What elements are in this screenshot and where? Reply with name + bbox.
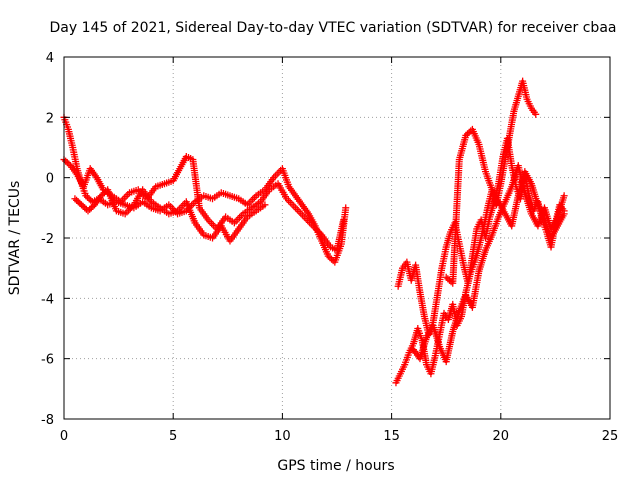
trace-marker: [326, 254, 334, 262]
trace-marker: [86, 205, 94, 213]
trace-marker: [87, 204, 95, 212]
trace-marker: [63, 159, 71, 167]
data-point-marker: [560, 210, 568, 218]
trace-marker: [76, 199, 84, 207]
trace-marker: [463, 130, 471, 138]
data-point-marker: [97, 192, 105, 200]
trace-marker: [328, 255, 336, 263]
trace-marker: [79, 202, 87, 210]
y-tick-label: -4: [41, 292, 54, 307]
trace-marker: [83, 193, 91, 201]
data-point-marker: [340, 216, 348, 224]
data-point-marker: [342, 204, 350, 212]
grid: [64, 57, 610, 419]
x-tick-label: 25: [602, 429, 619, 444]
trace-marker: [74, 198, 82, 206]
y-tick-label: 4: [46, 51, 54, 66]
data-point-marker: [324, 252, 332, 260]
data-point-marker: [261, 201, 269, 209]
y-axis-label: SDTVAR / TECUs: [7, 181, 23, 296]
data-point-marker: [82, 192, 90, 200]
data-markers: [60, 77, 568, 387]
data-point-marker: [77, 201, 85, 209]
trace-marker: [85, 195, 93, 203]
data-point-marker: [560, 192, 568, 200]
axis-ticks: 0 5 10 15 20 25 -8 -6 -4 -2 0 2 4: [41, 51, 618, 444]
y-tick-label: -2: [41, 232, 54, 247]
x-tick-label: 15: [383, 429, 400, 444]
trace-marker: [99, 190, 107, 198]
x-tick-label: 5: [169, 429, 177, 444]
trace-marker: [81, 204, 89, 212]
chart-title: Day 145 of 2021, Sidereal Day-to-day VTE…: [50, 20, 617, 36]
data-point-marker: [462, 131, 470, 139]
trace-marker: [73, 196, 81, 204]
data-point-marker: [532, 110, 540, 118]
trace-marker: [62, 157, 70, 165]
trace-marker: [100, 189, 108, 197]
x-axis-label: GPS time / hours: [277, 458, 394, 474]
y-tick-label: 0: [46, 172, 54, 187]
data-point-marker: [442, 273, 450, 281]
y-tick-label: -8: [41, 413, 54, 428]
trace-marker: [465, 128, 473, 136]
trace-marker: [445, 276, 453, 284]
x-tick-label: 20: [493, 429, 510, 444]
y-tick-label: -6: [41, 353, 54, 368]
y-tick-label: 2: [46, 111, 54, 126]
data-point-marker: [71, 195, 79, 203]
x-tick-label: 10: [274, 429, 291, 444]
data-point-marker: [84, 207, 92, 215]
x-tick-label: 0: [60, 429, 68, 444]
